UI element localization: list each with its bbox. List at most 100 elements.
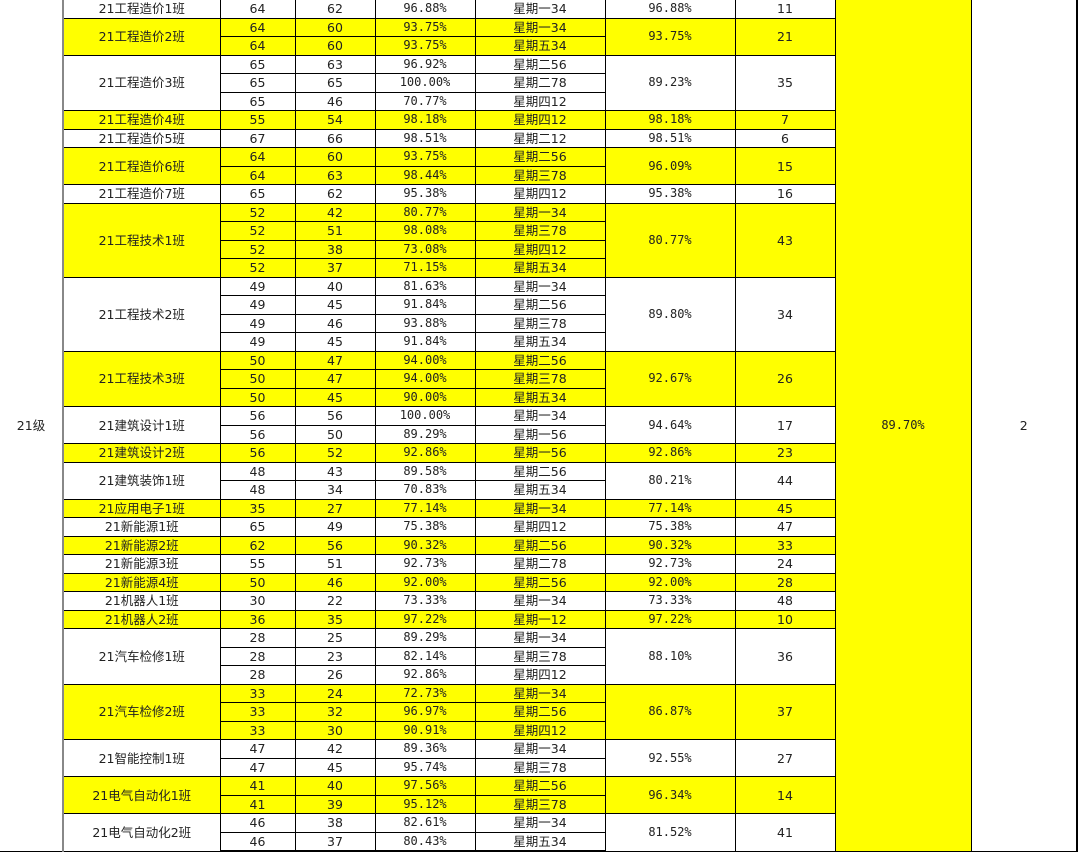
class-name-cell[interactable]: 21新能源3班	[62, 554, 221, 574]
attendance-rate-cell[interactable]: 92.86%	[374, 443, 476, 463]
present-cell[interactable]: 47	[294, 350, 376, 370]
enrolled-cell[interactable]: 56	[219, 406, 296, 426]
session-cell[interactable]: 星期五34	[474, 36, 606, 56]
present-cell[interactable]: 60	[294, 17, 376, 37]
class-name-cell[interactable]: 21工程造价3班	[62, 54, 221, 111]
attendance-rate-cell[interactable]: 98.08%	[374, 221, 476, 241]
session-cell[interactable]: 星期三78	[474, 646, 606, 666]
class-rate-cell[interactable]: 92.73%	[604, 554, 736, 574]
session-cell[interactable]: 星期一34	[474, 591, 606, 611]
enrolled-cell[interactable]: 65	[219, 184, 296, 204]
attendance-rate-cell[interactable]: 89.58%	[374, 461, 476, 481]
attendance-rate-cell[interactable]: 80.77%	[374, 202, 476, 222]
attendance-rate-cell[interactable]: 93.75%	[374, 17, 476, 37]
present-cell[interactable]: 65	[294, 73, 376, 93]
class-rank-cell[interactable]: 15	[734, 147, 836, 185]
present-cell[interactable]: 38	[294, 813, 376, 833]
present-cell[interactable]: 54	[294, 110, 376, 130]
class-name-cell[interactable]: 21工程造价2班	[62, 17, 221, 56]
attendance-rate-cell[interactable]: 96.92%	[374, 54, 476, 74]
present-cell[interactable]: 32	[294, 702, 376, 722]
session-cell[interactable]: 星期二56	[474, 147, 606, 167]
attendance-rate-cell[interactable]: 94.00%	[374, 369, 476, 389]
class-rank-cell[interactable]: 11	[734, 0, 836, 19]
present-cell[interactable]: 42	[294, 739, 376, 759]
present-cell[interactable]: 46	[294, 91, 376, 111]
enrolled-cell[interactable]: 47	[219, 739, 296, 759]
class-rate-cell[interactable]: 92.00%	[604, 572, 736, 592]
present-cell[interactable]: 26	[294, 665, 376, 685]
enrolled-cell[interactable]: 50	[219, 369, 296, 389]
session-cell[interactable]: 星期二56	[474, 461, 606, 481]
class-rate-cell[interactable]: 98.18%	[604, 110, 736, 130]
class-rate-cell[interactable]: 88.10%	[604, 628, 736, 685]
session-cell[interactable]: 星期二56	[474, 54, 606, 74]
class-name-cell[interactable]: 21建筑设计2班	[62, 443, 221, 463]
session-cell[interactable]: 星期一56	[474, 424, 606, 444]
class-rank-cell[interactable]: 16	[734, 184, 836, 204]
present-cell[interactable]: 45	[294, 295, 376, 315]
attendance-rate-cell[interactable]: 91.84%	[374, 295, 476, 315]
class-rate-cell[interactable]: 75.38%	[604, 517, 736, 537]
attendance-rate-cell[interactable]: 97.22%	[374, 609, 476, 629]
attendance-rate-cell[interactable]: 90.32%	[374, 535, 476, 555]
class-name-cell[interactable]: 21电气自动化2班	[62, 813, 221, 852]
session-cell[interactable]: 星期四12	[474, 720, 606, 740]
class-rate-cell[interactable]: 96.09%	[604, 147, 736, 185]
present-cell[interactable]: 63	[294, 54, 376, 74]
session-cell[interactable]: 星期一34	[474, 276, 606, 296]
grade-cell[interactable]: 21级	[0, 0, 64, 852]
enrolled-cell[interactable]: 52	[219, 221, 296, 241]
present-cell[interactable]: 43	[294, 461, 376, 481]
class-rank-cell[interactable]: 7	[734, 110, 836, 130]
class-name-cell[interactable]: 21建筑装饰1班	[62, 461, 221, 500]
enrolled-cell[interactable]: 35	[219, 498, 296, 518]
attendance-rate-cell[interactable]: 93.75%	[374, 36, 476, 56]
enrolled-cell[interactable]: 50	[219, 387, 296, 407]
present-cell[interactable]: 27	[294, 498, 376, 518]
attendance-rate-cell[interactable]: 93.88%	[374, 313, 476, 333]
attendance-rate-cell[interactable]: 75.38%	[374, 517, 476, 537]
present-cell[interactable]: 40	[294, 276, 376, 296]
attendance-rate-cell[interactable]: 82.14%	[374, 646, 476, 666]
session-cell[interactable]: 星期三78	[474, 757, 606, 777]
class-rate-cell[interactable]: 96.88%	[604, 0, 736, 19]
enrolled-cell[interactable]: 55	[219, 554, 296, 574]
session-cell[interactable]: 星期一34	[474, 406, 606, 426]
session-cell[interactable]: 星期三78	[474, 165, 606, 185]
class-rate-cell[interactable]: 80.21%	[604, 461, 736, 500]
session-cell[interactable]: 星期五34	[474, 387, 606, 407]
session-cell[interactable]: 星期五34	[474, 258, 606, 278]
enrolled-cell[interactable]: 65	[219, 54, 296, 74]
attendance-rate-cell[interactable]: 89.36%	[374, 739, 476, 759]
present-cell[interactable]: 22	[294, 591, 376, 611]
class-rank-cell[interactable]: 45	[734, 498, 836, 518]
enrolled-cell[interactable]: 49	[219, 276, 296, 296]
session-cell[interactable]: 星期四12	[474, 517, 606, 537]
present-cell[interactable]: 39	[294, 794, 376, 814]
present-cell[interactable]: 62	[294, 184, 376, 204]
class-rate-cell[interactable]: 86.87%	[604, 683, 736, 740]
enrolled-cell[interactable]: 64	[219, 0, 296, 19]
session-cell[interactable]: 星期一34	[474, 628, 606, 648]
enrolled-cell[interactable]: 28	[219, 628, 296, 648]
present-cell[interactable]: 47	[294, 369, 376, 389]
session-cell[interactable]: 星期一34	[474, 202, 606, 222]
enrolled-cell[interactable]: 48	[219, 480, 296, 500]
present-cell[interactable]: 49	[294, 517, 376, 537]
present-cell[interactable]: 45	[294, 332, 376, 352]
attendance-rate-cell[interactable]: 92.86%	[374, 665, 476, 685]
present-cell[interactable]: 60	[294, 147, 376, 167]
session-cell[interactable]: 星期二78	[474, 73, 606, 93]
class-rate-cell[interactable]: 90.32%	[604, 535, 736, 555]
session-cell[interactable]: 星期二56	[474, 702, 606, 722]
enrolled-cell[interactable]: 52	[219, 202, 296, 222]
attendance-rate-cell[interactable]: 98.51%	[374, 128, 476, 148]
enrolled-cell[interactable]: 41	[219, 776, 296, 796]
session-cell[interactable]: 星期一34	[474, 813, 606, 833]
present-cell[interactable]: 24	[294, 683, 376, 703]
class-rate-cell[interactable]: 93.75%	[604, 17, 736, 56]
attendance-rate-cell[interactable]: 95.38%	[374, 184, 476, 204]
class-rate-cell[interactable]: 97.22%	[604, 609, 736, 629]
attendance-rate-cell[interactable]: 82.61%	[374, 813, 476, 833]
